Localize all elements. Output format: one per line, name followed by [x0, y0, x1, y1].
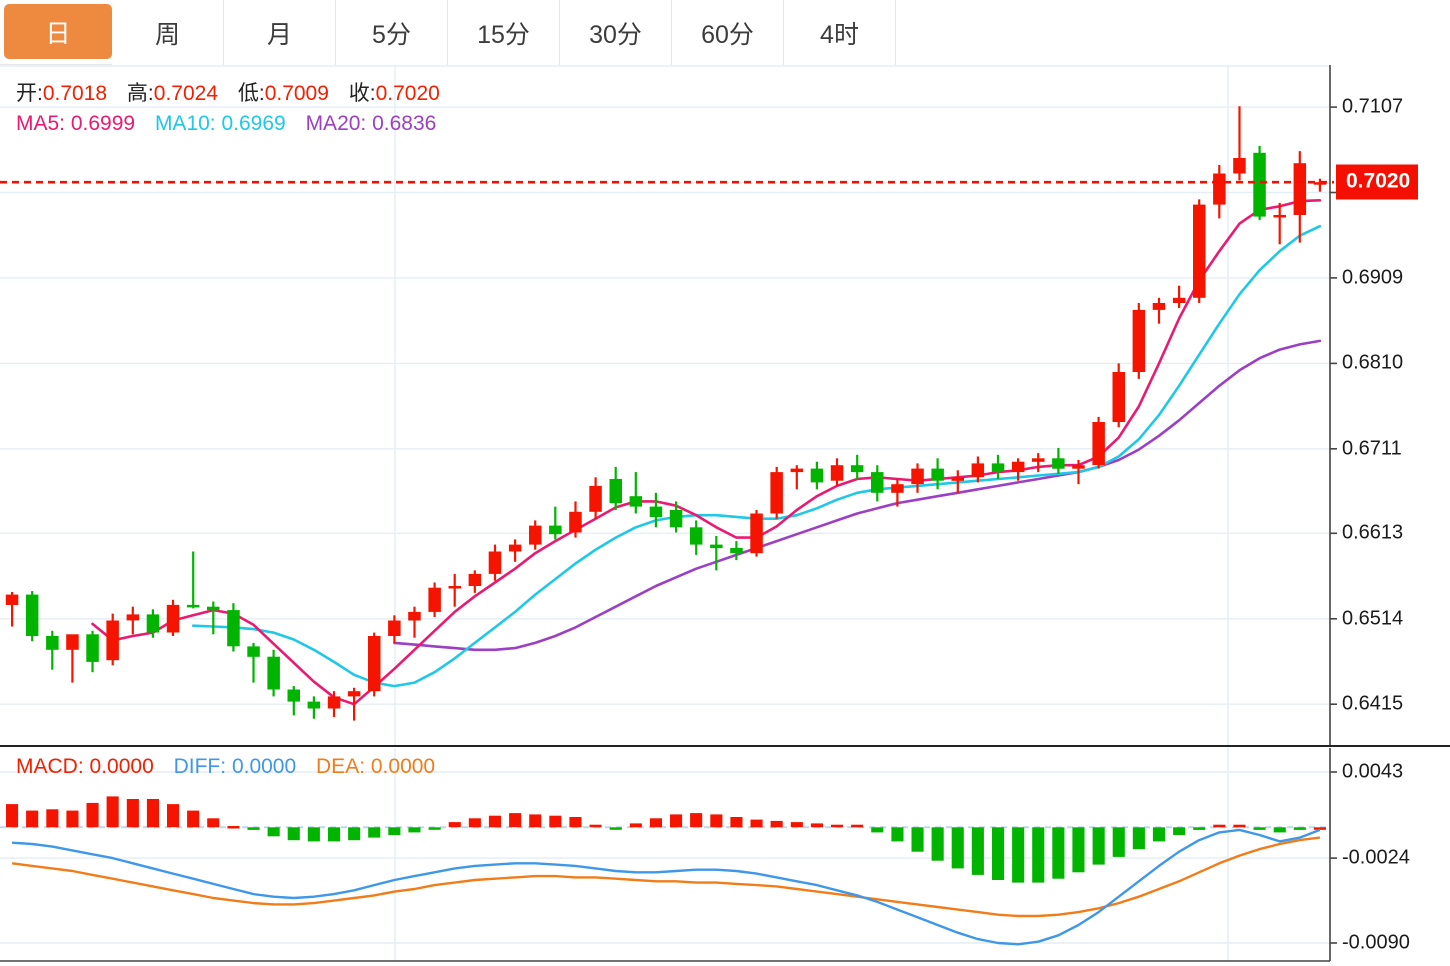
tab-2[interactable]: 月	[224, 0, 336, 65]
price-tick-label: 0.7107	[1342, 95, 1404, 118]
tab-4[interactable]: 15分	[448, 0, 560, 65]
panel-divider	[0, 745, 1450, 747]
price-tick-label: 0.6711	[1342, 437, 1402, 460]
tab-label: 日	[45, 19, 71, 48]
current-price-badge: 0.7020	[1336, 164, 1419, 200]
chart-frame: 开:0.7018 高:0.7024 低:0.7009 收:0.7020 MA5:…	[0, 65, 1450, 966]
price-panel[interactable]: 开:0.7018 高:0.7024 低:0.7009 收:0.7020 MA5:…	[0, 65, 1450, 746]
timeframe-tab-bar: 日 周 月 5分 15分 30分 60分 4时	[0, 0, 1450, 65]
tab-5[interactable]: 30分	[560, 0, 672, 65]
tab-label: 周	[154, 20, 180, 49]
price-tick-label: 0.6810	[1342, 351, 1404, 374]
tab-1[interactable]: 周	[112, 0, 224, 65]
tab-bar-filler	[896, 0, 1450, 65]
tab-label: 月	[266, 20, 292, 49]
macd-tick-label: -0.0090	[1342, 931, 1410, 954]
price-tick-label: 0.6514	[1342, 607, 1404, 630]
tab-7[interactable]: 4时	[784, 0, 896, 65]
macd-tick-label: 0.0043	[1342, 760, 1404, 783]
macd-panel[interactable]: MACD: 0.0000 DIFF: 0.0000 DEA: 0.0000 0.…	[0, 748, 1450, 966]
price-plot	[0, 65, 1337, 746]
tab-active-0[interactable]: 日	[4, 4, 112, 59]
price-tick-label: 0.6909	[1342, 266, 1404, 289]
macd-plot	[0, 748, 1337, 962]
tab-label: 15分	[477, 20, 530, 49]
tab-label: 5分	[372, 20, 411, 49]
price-tick-label: 0.6613	[1342, 521, 1404, 544]
tab-label: 30分	[589, 20, 642, 49]
macd-tick-label: -0.0024	[1342, 846, 1410, 869]
tab-3[interactable]: 5分	[336, 0, 448, 65]
tab-label: 4时	[820, 20, 859, 49]
tab-label: 60分	[701, 20, 754, 49]
tab-6[interactable]: 60分	[672, 0, 784, 65]
price-tick-label: 0.6415	[1342, 692, 1404, 715]
